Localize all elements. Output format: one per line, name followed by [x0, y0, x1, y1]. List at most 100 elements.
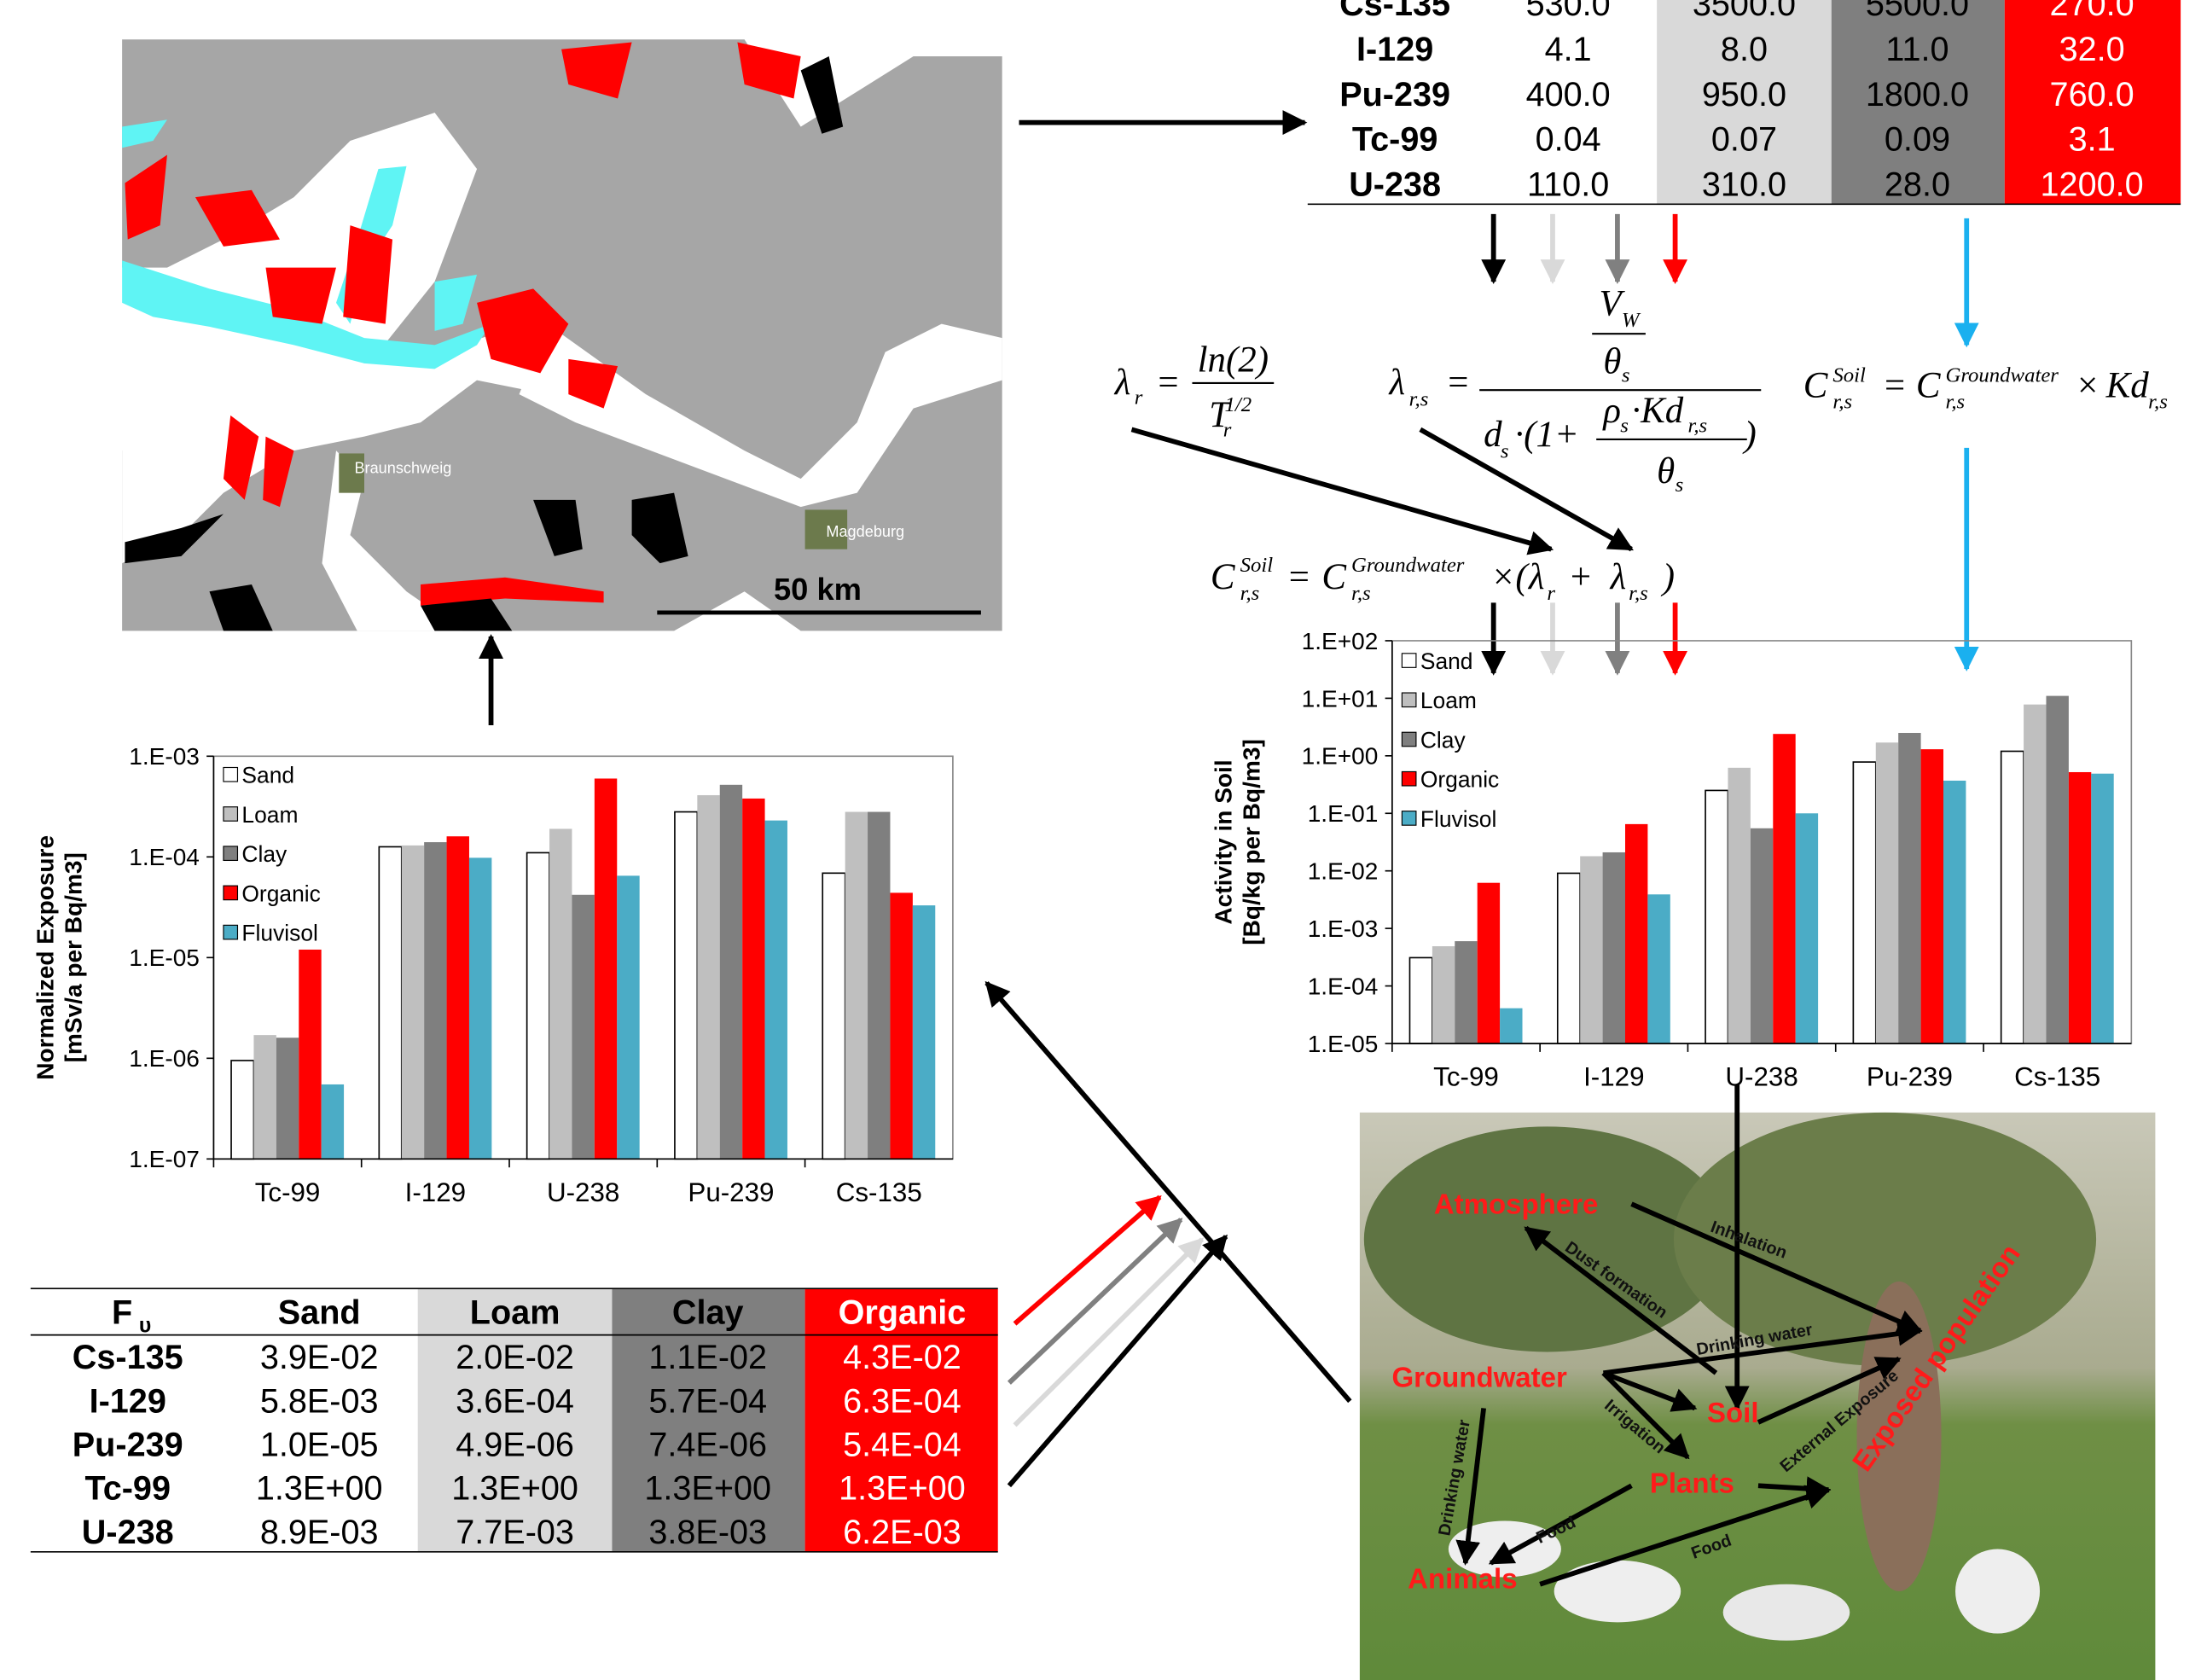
- bar: [424, 842, 446, 1159]
- equation-term: Soil: [1832, 363, 1866, 387]
- equation-term: =: [1882, 365, 1907, 405]
- equation-term: r: [1135, 387, 1143, 410]
- x-tick-label: U-238: [547, 1177, 619, 1207]
- equation-term: Groundwater: [1351, 554, 1465, 577]
- bar: [299, 950, 321, 1159]
- legend-swatch: [224, 886, 238, 900]
- equation-term: =: [1446, 363, 1471, 403]
- row-header: Tc-99: [1352, 121, 1438, 159]
- bar: [868, 812, 890, 1160]
- diagram-node: Animals: [1408, 1563, 1517, 1595]
- y-tick-label: 1.E-05: [1308, 1031, 1379, 1057]
- equation-term: =: [1286, 557, 1311, 597]
- legend-swatch: [224, 846, 238, 861]
- equation-term: Soil: [1240, 554, 1274, 577]
- equation-term: r,s: [1687, 415, 1707, 438]
- table-cell: 0.07: [1711, 121, 1777, 159]
- bar: [322, 1084, 344, 1159]
- table-cell: 8.0: [1721, 31, 1768, 68]
- equation-term: r,s: [1629, 582, 1648, 605]
- row-header: I-129: [1356, 31, 1433, 68]
- bar: [1853, 762, 1875, 1043]
- table-cell: 6.3E-04: [843, 1382, 961, 1420]
- bar: [1478, 883, 1500, 1043]
- y-tick-label: 1.E-03: [1308, 916, 1379, 942]
- bar: [1943, 781, 1966, 1043]
- legend-label: Loam: [1420, 688, 1477, 713]
- equation-term: C: [1211, 557, 1236, 597]
- bar: [2091, 774, 2113, 1043]
- y-axis-label: [mSv/a per Bq/m3]: [60, 852, 86, 1062]
- equation-term: Groundwater: [1945, 363, 2059, 387]
- table-header: Clay: [672, 1293, 744, 1331]
- y-tick-label: 1.E-07: [129, 1146, 200, 1172]
- table-cell: 950.0: [1702, 76, 1786, 113]
- bar: [2046, 696, 2068, 1043]
- bar: [1705, 790, 1728, 1043]
- x-tick-label: Pu-239: [688, 1177, 774, 1207]
- bar: [1921, 749, 1943, 1043]
- legend-swatch: [224, 807, 238, 822]
- legend-swatch: [1402, 654, 1416, 668]
- x-tick-label: Pu-239: [1867, 1062, 1953, 1092]
- bar: [1558, 873, 1580, 1043]
- row-header: U-238: [1349, 166, 1441, 203]
- equation-term: s: [1501, 439, 1509, 462]
- diagram-node: Atmosphere: [1434, 1189, 1599, 1220]
- bar: [572, 895, 594, 1160]
- table-cell: 5.7E-04: [648, 1382, 767, 1420]
- table-cell: 1.3E+00: [839, 1470, 966, 1508]
- bar: [1728, 768, 1750, 1043]
- legend-label: Clay: [1420, 727, 1466, 753]
- legend-label: Organic: [241, 881, 320, 906]
- y-tick-label: 1.E+01: [1302, 685, 1379, 712]
- row-header: Tc-99: [84, 1470, 171, 1508]
- equation-term: λ: [1609, 557, 1627, 597]
- legend-label: Fluvisol: [241, 921, 317, 946]
- row-header: U-238: [82, 1514, 174, 1551]
- equation-term: =: [1156, 363, 1181, 403]
- x-tick-label: Cs-135: [2014, 1062, 2100, 1092]
- table-cell: 4.9E-06: [456, 1427, 574, 1464]
- x-tick-label: U-238: [1725, 1062, 1798, 1092]
- table-cell: 3.8E-03: [648, 1514, 767, 1551]
- equation-term: r,s: [1240, 582, 1260, 605]
- diagram-node: Soil: [1707, 1397, 1759, 1428]
- legend-swatch: [224, 768, 238, 782]
- bar: [742, 799, 764, 1159]
- table-cell: 6.2E-03: [843, 1514, 961, 1551]
- bar: [765, 821, 787, 1160]
- y-tick-label: 1.E-05: [129, 945, 200, 971]
- y-axis-label: [Bq/kg per Bq/m3]: [1239, 739, 1265, 945]
- row-header: I-129: [90, 1382, 166, 1420]
- bar: [549, 828, 572, 1159]
- legend-swatch: [1402, 811, 1416, 826]
- equation-term: W: [1622, 309, 1641, 332]
- bar: [379, 846, 401, 1159]
- equation-term: r,s: [1832, 391, 1852, 414]
- bar: [675, 812, 697, 1160]
- x-tick-label: Tc-99: [255, 1177, 321, 1207]
- equation-term: r,s: [1409, 387, 1429, 410]
- legend-label: Organic: [1420, 767, 1499, 793]
- table-cell: 270.0: [2050, 0, 2134, 23]
- table-cell: 3.6E-04: [456, 1382, 574, 1420]
- table-cell: 5.8E-03: [260, 1382, 379, 1420]
- table-cell: 28.0: [1885, 166, 1950, 203]
- bar: [1898, 733, 1920, 1043]
- bar: [2069, 772, 2091, 1043]
- equation-term: r: [1547, 582, 1555, 605]
- y-tick-label: 1.E-04: [1308, 973, 1379, 999]
- table-cell: 32.0: [2059, 31, 2125, 68]
- table-cell: 760.0: [2050, 76, 2134, 113]
- table-cell: 8.9E-03: [260, 1514, 379, 1551]
- table-cell: 5500.0: [1866, 0, 1969, 23]
- equation-term: λ: [1113, 363, 1131, 403]
- page: {"chart_data":[ {"type":"bar","ylabel":[…: [0, 0, 2207, 1680]
- table-cell: 3.1: [2069, 121, 2116, 159]
- equation-term: θ: [1657, 451, 1675, 491]
- row-header: Cs-135: [1339, 0, 1450, 23]
- table-cell: 4.1: [1545, 31, 1592, 68]
- x-tick-label: I-129: [405, 1177, 466, 1207]
- equation-term: +: [1568, 557, 1593, 597]
